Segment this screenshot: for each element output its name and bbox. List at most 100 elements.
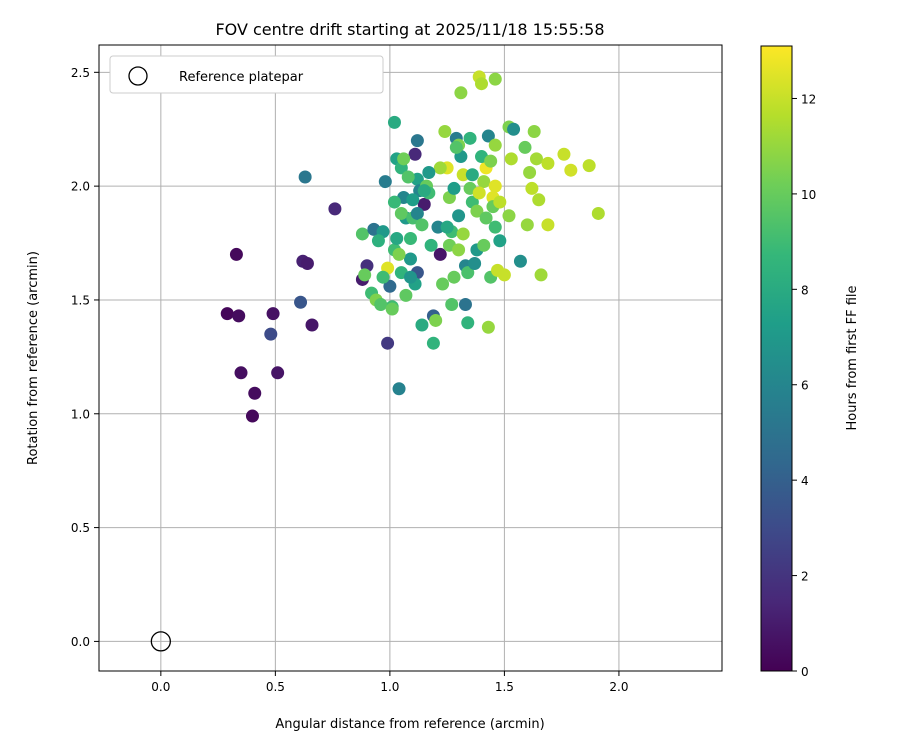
data-point (266, 307, 280, 321)
data-point (447, 181, 461, 195)
data-point (422, 165, 436, 179)
data-point (452, 243, 466, 257)
data-point (454, 86, 468, 100)
data-point (387, 195, 401, 209)
data-point (431, 220, 445, 234)
data-point (358, 268, 372, 282)
data-point (488, 138, 502, 152)
data-point (447, 270, 461, 284)
data-point (404, 270, 417, 284)
data-point (472, 186, 486, 200)
data-point (481, 129, 495, 143)
colorbar-tick-label: 8 (801, 283, 809, 297)
y-tick-label: 0.0 (71, 635, 90, 649)
data-point (410, 206, 424, 220)
data-point (305, 318, 319, 332)
data-point (461, 266, 475, 280)
data-point (424, 238, 438, 252)
data-point (468, 257, 482, 271)
data-point (355, 227, 369, 241)
colorbar-gradient (760, 45, 793, 672)
data-point (481, 320, 495, 334)
data-point (234, 366, 248, 380)
data-point (378, 175, 392, 189)
data-point (488, 72, 502, 86)
y-tick-label: 2.5 (71, 66, 90, 80)
data-point (507, 122, 521, 136)
data-point (417, 184, 431, 198)
x-tick-label: 1.0 (380, 680, 399, 694)
legend-label: Reference platepar (179, 70, 304, 85)
colorbar-tick-label: 6 (801, 379, 809, 393)
data-point (529, 152, 543, 166)
data-point (497, 268, 511, 282)
data-point (523, 165, 537, 179)
x-tick-label: 0.0 (151, 680, 170, 694)
x-axis-label: Angular distance from reference (arcmin) (275, 717, 544, 732)
data-point (229, 247, 243, 261)
data-point (456, 168, 470, 182)
data-point (493, 234, 507, 248)
data-point (392, 247, 406, 261)
data-point (525, 181, 539, 195)
data-point (392, 382, 406, 396)
data-point (449, 140, 463, 154)
colorbar: 0 2 4 6 8 10 12 Hours from first FF file (760, 45, 860, 679)
data-point (557, 147, 571, 161)
data-point (532, 193, 546, 207)
data-point (394, 206, 408, 220)
y-tick-label: 0.5 (71, 521, 90, 535)
data-point (456, 227, 470, 241)
data-point (477, 175, 491, 189)
data-point (465, 168, 479, 182)
colorbar-tick-label: 0 (801, 665, 809, 679)
data-point (232, 309, 246, 323)
data-point (385, 302, 399, 316)
data-point (383, 279, 397, 293)
data-point (415, 318, 429, 332)
data-point (415, 218, 429, 232)
data-point (477, 238, 491, 252)
data-point (445, 298, 459, 312)
plot-frame (98, 44, 723, 672)
data-point (404, 231, 417, 245)
data-point (410, 134, 424, 148)
data-points (220, 70, 605, 423)
data-point (248, 386, 262, 400)
data-point (371, 234, 385, 248)
x-tick-label: 1.5 (495, 680, 514, 694)
data-point (417, 197, 431, 211)
data-point (461, 316, 475, 330)
data-point (493, 195, 507, 209)
data-point (488, 220, 502, 234)
reference-point (150, 631, 171, 652)
data-point (541, 218, 555, 232)
data-point (513, 254, 527, 268)
data-point (504, 152, 518, 166)
chart-title: FOV centre drift starting at 2025/11/18 … (215, 20, 604, 39)
data-point (374, 298, 388, 312)
data-point (264, 327, 278, 341)
colorbar-ticks: 0 2 4 6 8 10 12 (792, 92, 816, 679)
data-point (376, 270, 390, 284)
y-tick-label: 1.0 (71, 407, 90, 421)
y-axis-label: Rotation from reference (arcmin) (26, 251, 41, 465)
data-point (245, 409, 259, 423)
x-axis-ticks: 0.0 0.5 1.0 1.5 2.0 (151, 671, 628, 694)
data-point (527, 125, 541, 139)
y-tick-label: 2.0 (71, 180, 90, 194)
colorbar-label: Hours from first FF file (845, 285, 860, 430)
data-point (300, 257, 314, 271)
data-point (458, 298, 472, 312)
data-point (298, 170, 312, 184)
data-point (399, 288, 413, 302)
data-point (534, 268, 548, 282)
data-point (452, 209, 466, 223)
data-point (381, 336, 395, 350)
reference-platepar-marker (150, 631, 171, 652)
grid-lines (99, 45, 722, 671)
data-point (401, 170, 415, 184)
data-point (479, 211, 493, 225)
data-point (387, 115, 401, 129)
